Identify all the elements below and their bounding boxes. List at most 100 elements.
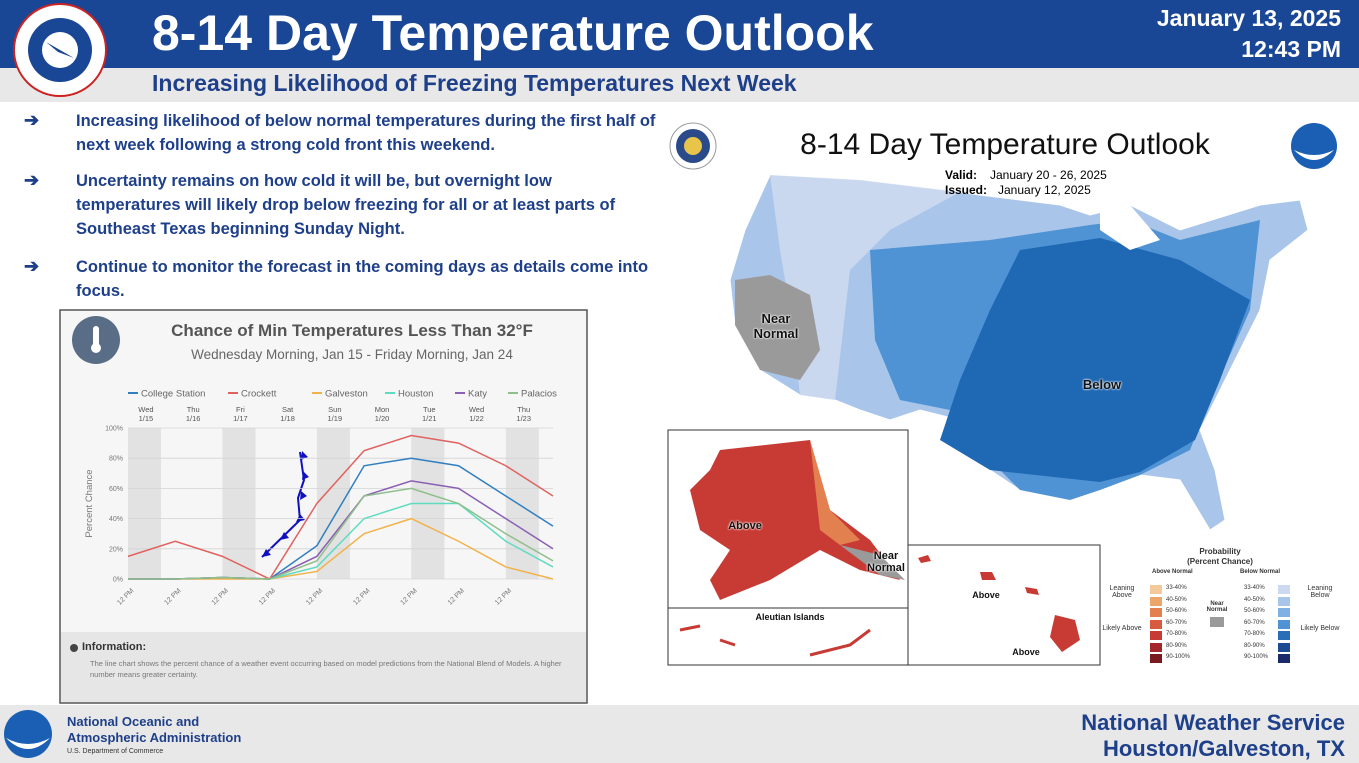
legend-group: Likely Above — [1102, 625, 1142, 632]
date-label: 1/17 — [233, 414, 248, 423]
below-swatch — [1278, 596, 1290, 606]
above-swatch — [1150, 642, 1162, 652]
map-legend: Probability (Percent Chance) Above Norma… — [1100, 545, 1350, 670]
date-label: 1/21 — [422, 414, 437, 423]
below-swatch — [1278, 608, 1290, 617]
date: January 13, 2025 — [1156, 5, 1341, 31]
map-label: Aleutian Islands — [755, 612, 825, 622]
below-swatch — [1278, 654, 1290, 663]
day-label: Wed — [138, 405, 153, 414]
day-label: Sun — [328, 405, 341, 414]
day-label: Fri — [236, 405, 245, 414]
arrow: ➔ — [24, 110, 40, 130]
legend-near: Near Normal — [1206, 601, 1228, 613]
range-label: 33-40% — [1166, 585, 1187, 591]
y-tick-label: 60% — [109, 486, 123, 493]
day-label: Sat — [282, 405, 294, 414]
subtitle: Increasing Likelihood of Freezing Temper… — [152, 70, 797, 96]
series-line — [128, 487, 554, 580]
map-label: Above — [728, 520, 762, 532]
map-title: 8-14 Day Temperature Outlook — [800, 128, 1210, 161]
night-band — [316, 428, 350, 579]
line-chart: Chance of Min Temperatures Less Than 32°… — [59, 309, 588, 704]
range-label: 40-50% — [1166, 596, 1187, 603]
legend-group: Likely Below — [1300, 625, 1340, 632]
legend-label: College Station — [141, 389, 205, 400]
legend-group: Leaning Above — [1109, 585, 1135, 599]
date-label: 1/19 — [328, 414, 343, 423]
footer-band — [0, 705, 1359, 763]
y-tick-label: 40% — [109, 516, 123, 523]
below-swatch — [1278, 631, 1290, 640]
legend-below: Below Normal — [1240, 569, 1281, 575]
night-band — [222, 428, 256, 579]
range-label: 60-70% — [1166, 619, 1187, 626]
above-swatch — [1150, 619, 1162, 629]
date-label: 1/15 — [139, 414, 154, 423]
info-text: The line chart shows the percent chance … — [90, 659, 562, 679]
range-label: 80-90% — [1244, 642, 1265, 649]
legend-label: Galveston — [325, 389, 368, 400]
map-label: Near Normal — [867, 550, 905, 574]
legend-group: Leaning Below — [1307, 585, 1333, 599]
night-band — [505, 428, 539, 579]
legend-title: Probability — [1199, 547, 1241, 556]
nws-logo — [13, 3, 107, 97]
y-axis-label: Percent Chance — [84, 469, 95, 537]
range-label: 90-100% — [1244, 654, 1269, 660]
arrow: ➔ — [24, 256, 40, 276]
map-label: Above — [972, 590, 1000, 600]
legend-subtitle: (Percent Chance) — [1187, 557, 1253, 566]
header-band — [0, 0, 1359, 68]
range-label: 90-100% — [1166, 654, 1191, 660]
info-title: Information: — [82, 641, 147, 653]
issued: January 12, 2025 — [998, 183, 1091, 197]
bullet: Continue to monitor the forecast in the … — [76, 258, 649, 300]
org-line: Atmospheric Administration — [67, 730, 242, 745]
above-swatch — [1150, 585, 1162, 594]
chart-subtitle: Wednesday Morning, Jan 15 - Friday Morni… — [191, 347, 513, 362]
night-band — [128, 428, 162, 579]
y-tick-label: 20% — [109, 546, 123, 553]
range-label: 33-40% — [1244, 585, 1265, 591]
range-label: 60-70% — [1244, 619, 1265, 626]
above-swatch — [1150, 608, 1162, 617]
bullet: Increasing likelihood of below normal te… — [76, 112, 656, 154]
day-label: Wed — [469, 405, 484, 414]
valid: January 20 - 26, 2025 — [990, 168, 1107, 182]
below-swatch — [1278, 619, 1290, 629]
below-swatch — [1278, 642, 1290, 652]
range-label: 70-80% — [1244, 631, 1265, 637]
range-label: 50-60% — [1244, 608, 1265, 614]
near-swatch — [1210, 617, 1224, 627]
bullet: Uncertainty remains on how cold it will … — [76, 172, 616, 238]
nws: National Weather Service — [1081, 710, 1345, 735]
date-label: 1/23 — [516, 414, 531, 423]
series-line — [128, 517, 554, 580]
map-label: Near Normal — [753, 311, 799, 341]
date-label: 1/16 — [186, 414, 201, 423]
above-swatch — [1150, 596, 1162, 606]
time: 12:43 PM — [1241, 36, 1341, 62]
day-label: Mon — [375, 405, 390, 414]
day-label: Thu — [187, 405, 200, 414]
range-label: 70-80% — [1166, 631, 1187, 637]
series-line — [127, 434, 554, 580]
issued-label: Issued: — [945, 183, 988, 197]
y-tick-label: 0% — [113, 577, 123, 584]
dept: U.S. Department of Commerce — [67, 748, 164, 755]
chart-title: Chance of Min Temperatures Less Than 32°… — [171, 321, 533, 340]
legend-above: Above Normal — [1152, 569, 1193, 575]
map-label: Above — [1012, 647, 1040, 657]
range-label: 80-90% — [1166, 642, 1187, 649]
date-label: 1/20 — [375, 414, 390, 423]
range-label: 40-50% — [1244, 596, 1265, 603]
date-label: 1/18 — [280, 414, 295, 423]
noaa-logo — [4, 710, 52, 758]
above-swatch — [1150, 631, 1162, 640]
outlook-map — [667, 122, 1337, 666]
date-label: 1/22 — [469, 414, 484, 423]
above-swatch — [1150, 654, 1162, 663]
office: Houston/Galveston, TX — [1102, 736, 1345, 761]
